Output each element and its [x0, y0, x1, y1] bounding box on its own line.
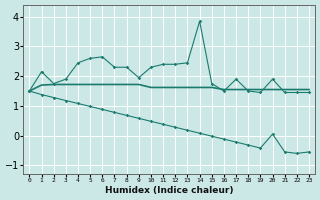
X-axis label: Humidex (Indice chaleur): Humidex (Indice chaleur) — [105, 186, 234, 195]
